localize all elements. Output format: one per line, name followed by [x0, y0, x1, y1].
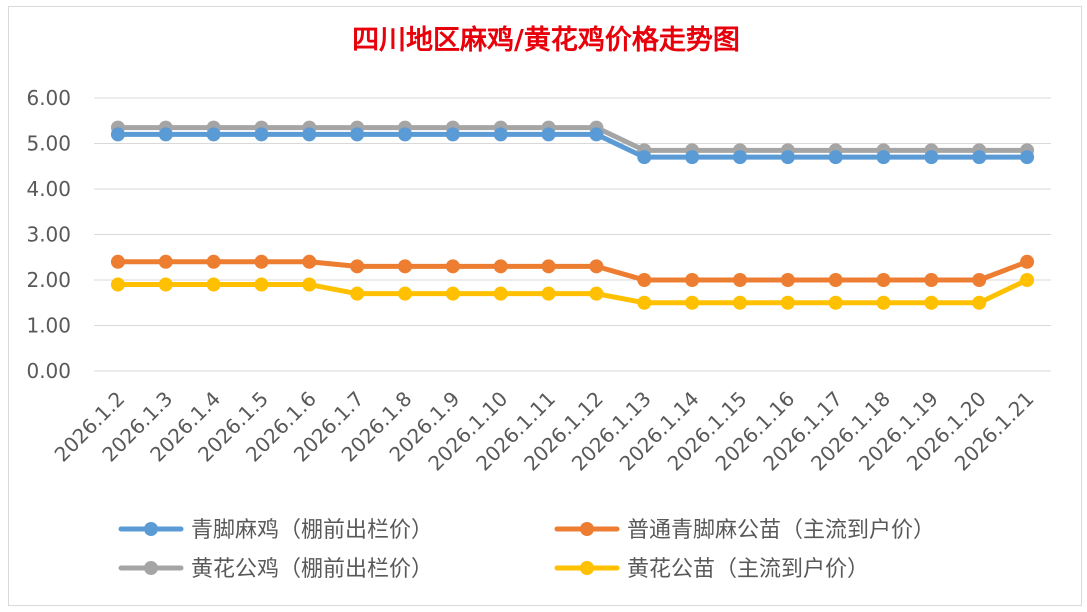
y-tick-label: 4.00	[26, 177, 71, 201]
y-tick-label: 6.00	[26, 86, 71, 110]
data-point	[254, 277, 269, 292]
data-point	[302, 277, 317, 292]
data-point	[398, 286, 413, 301]
legend: 青脚麻鸡（棚前出栏价） 普通青脚麻公苗（主流到户价） 黄花公鸡（棚前出栏价） 黄花公苗…	[118, 518, 935, 582]
data-point	[350, 127, 365, 142]
data-point	[828, 295, 843, 310]
data-point	[1020, 254, 1035, 269]
data-point	[1020, 150, 1035, 165]
data-point	[637, 150, 652, 165]
data-point	[110, 254, 125, 269]
series-2	[110, 120, 1035, 158]
legend-swatch-marker	[144, 522, 158, 536]
series-1	[110, 254, 1035, 287]
data-point	[972, 295, 987, 310]
data-point	[685, 273, 700, 287]
data-point	[445, 259, 460, 274]
chart-title: 四川地区麻鸡/黄花鸡价格走势图	[352, 25, 740, 56]
legend-item: 普通青脚麻公苗（主流到户价）	[554, 518, 935, 543]
data-point	[589, 259, 604, 274]
data-point	[110, 127, 125, 142]
data-point	[972, 273, 987, 287]
data-point	[541, 286, 556, 301]
data-point	[732, 273, 747, 287]
legend-label: 青脚麻鸡（棚前出栏价）	[191, 518, 433, 543]
data-point	[206, 254, 221, 269]
data-point	[110, 277, 125, 292]
data-point	[398, 127, 413, 142]
legend-label: 黄花公鸡（棚前出栏价）	[191, 557, 433, 582]
data-point	[158, 127, 173, 142]
data-point	[158, 254, 173, 269]
grid-lines	[94, 97, 1051, 372]
y-axis-ticks: 0.00 1.00 2.00 3.00 4.00 5.00 6.00	[26, 86, 71, 383]
data-point	[732, 295, 747, 310]
legend-label: 黄花公苗（主流到户价）	[627, 557, 869, 582]
data-point	[589, 127, 604, 142]
data-point	[302, 127, 317, 142]
data-point	[685, 150, 700, 165]
series-line	[115, 125, 1030, 153]
chart-area: 四川地区麻鸡/黄花鸡价格走势图 0.00 1.00 2.00 3.00 4.00 5.00…	[8, 6, 1082, 606]
legend-swatch-marker	[580, 561, 594, 575]
y-tick-label: 3.00	[26, 223, 71, 247]
data-point	[158, 277, 173, 292]
data-point	[828, 273, 843, 287]
data-point	[924, 295, 939, 310]
series-0	[110, 127, 1035, 165]
data-point	[541, 127, 556, 142]
data-point	[445, 286, 460, 301]
data-point	[445, 127, 460, 142]
legend-swatch-marker	[144, 561, 158, 575]
data-point	[350, 259, 365, 274]
data-point	[876, 273, 891, 287]
series-line	[115, 277, 1030, 306]
series-line	[115, 259, 1030, 283]
data-point	[924, 273, 939, 287]
legend-item: 黄花公苗（主流到户价）	[554, 557, 869, 582]
y-tick-label: 1.00	[26, 314, 71, 338]
data-point	[924, 150, 939, 165]
data-point	[493, 127, 508, 142]
data-point	[637, 273, 652, 287]
data-point	[780, 295, 795, 310]
legend-label: 普通青脚麻公苗（主流到户价）	[627, 518, 935, 543]
data-point	[206, 127, 221, 142]
series-group	[110, 120, 1035, 310]
data-point	[685, 295, 700, 310]
data-point	[876, 150, 891, 165]
line-chart: 四川地区麻鸡/黄花鸡价格走势图 0.00 1.00 2.00 3.00 4.00 5.00…	[26, 25, 1051, 582]
data-point	[589, 286, 604, 301]
y-tick-label: 5.00	[26, 132, 71, 156]
y-tick-label: 0.00	[26, 359, 71, 383]
data-point	[732, 150, 747, 165]
data-point	[637, 295, 652, 310]
x-axis-ticks: 2026.1.22026.1.32026.1.42026.1.52026.1.6…	[50, 387, 1039, 476]
data-point	[780, 150, 795, 165]
data-point	[876, 295, 891, 310]
data-point	[541, 259, 556, 274]
data-point	[1020, 273, 1035, 287]
data-point	[254, 254, 269, 269]
data-point	[493, 286, 508, 301]
data-point	[206, 277, 221, 292]
data-point	[972, 150, 987, 165]
data-point	[828, 150, 843, 165]
legend-item: 黄花公鸡（棚前出栏价）	[118, 557, 433, 582]
data-point	[254, 127, 269, 142]
data-point	[398, 259, 413, 274]
legend-item: 青脚麻鸡（棚前出栏价）	[118, 518, 433, 543]
legend-swatch-marker	[580, 522, 594, 536]
series-3	[110, 273, 1035, 310]
data-point	[302, 254, 317, 269]
data-point	[350, 286, 365, 301]
data-point	[493, 259, 508, 274]
data-point	[780, 273, 795, 287]
series-line	[115, 131, 1030, 160]
y-tick-label: 2.00	[26, 268, 71, 292]
